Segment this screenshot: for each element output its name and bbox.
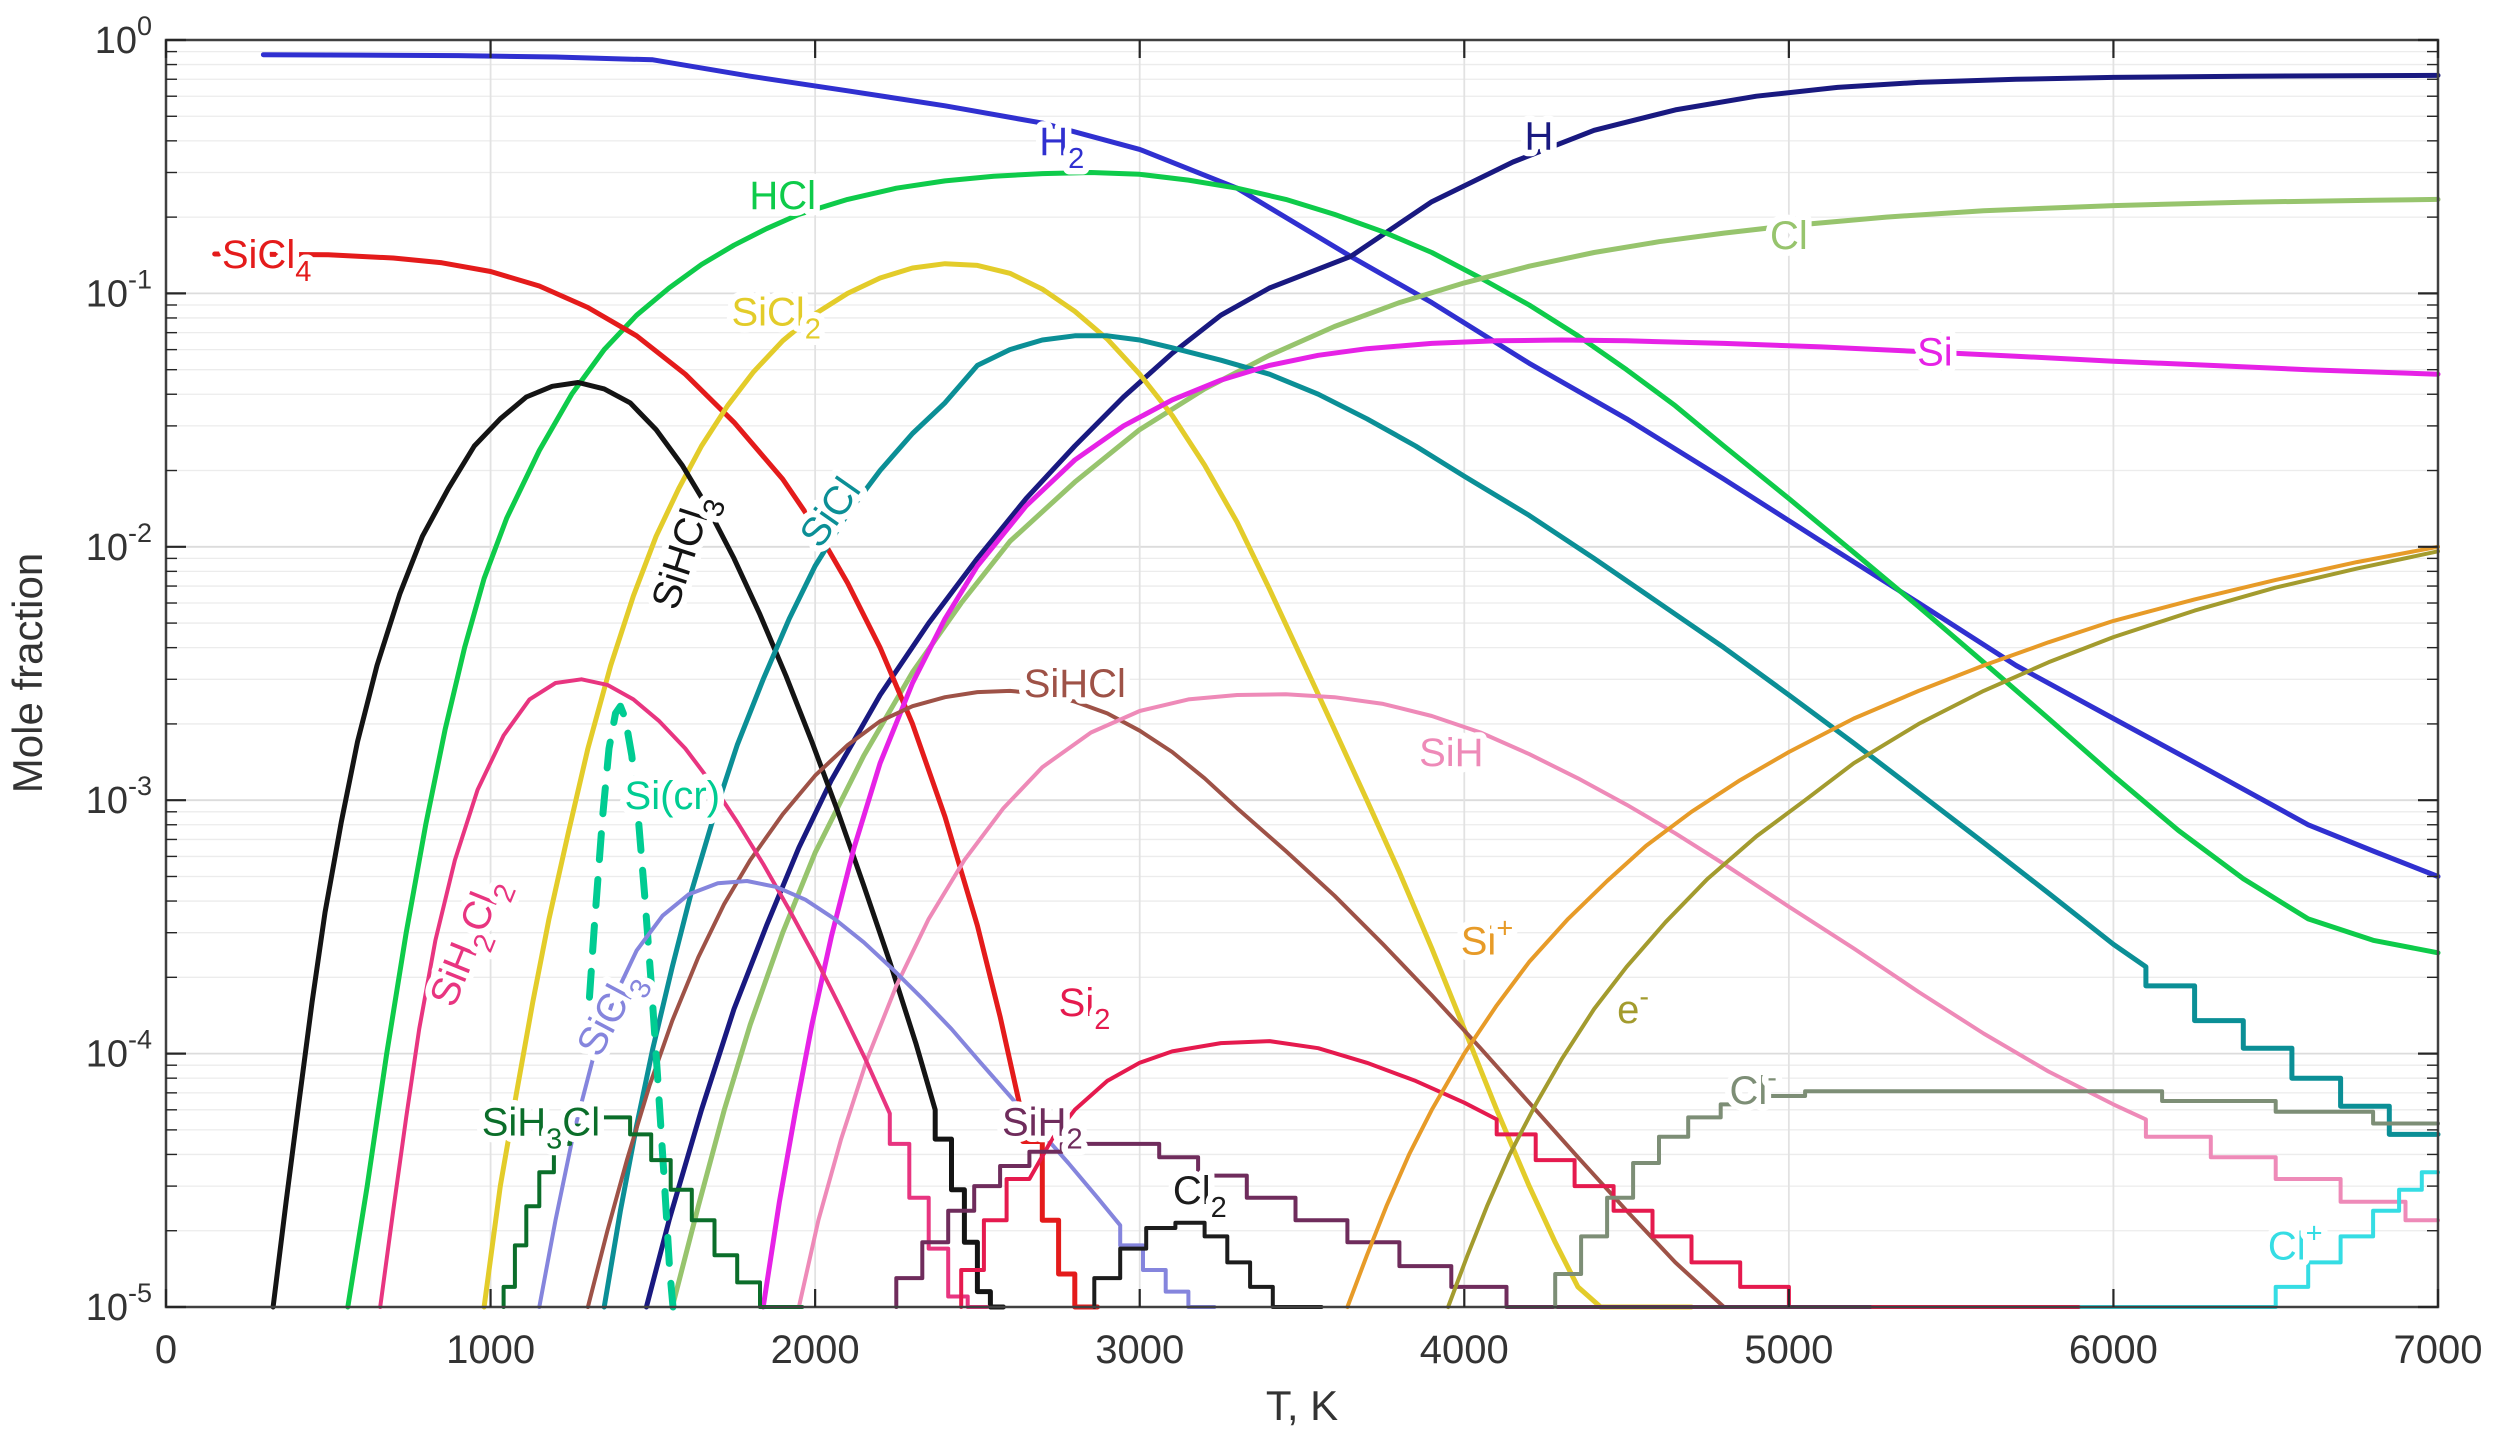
- curve-clminus: [1553, 1089, 2440, 1309]
- curve-cl2: [1092, 1220, 1324, 1309]
- chart-generated-content: 0 1000 2000 3000 4000 5000 6000 7000 100 10-1 10-2…: [86, 11, 2483, 1372]
- series-label-si2: Si2: [1059, 981, 1111, 1036]
- x-tick-label-6000: 6000: [2069, 1328, 2158, 1372]
- curve-h: [643, 72, 2441, 1310]
- plot-area: [166, 40, 2438, 1307]
- curve-cl: [669, 196, 2441, 1310]
- curve-sicl: [601, 333, 2441, 1310]
- x-tick-label-1000: 1000: [446, 1328, 535, 1372]
- series-label-si: Si: [1917, 331, 1953, 375]
- curve-siplus: [1345, 544, 2440, 1309]
- series-label-h: H: [1524, 115, 1553, 159]
- x-axis-label: T, K: [1266, 1382, 1338, 1429]
- x-tick-label-0: 0: [155, 1328, 177, 1372]
- series-label-sihcl: SiHCl: [1024, 662, 1126, 706]
- curve-sicl2: [481, 261, 1694, 1310]
- curve-h2: [260, 52, 2441, 879]
- series-label-sicr: Si(cr): [625, 774, 721, 818]
- y-axis-label: Mole fraction: [4, 553, 51, 793]
- curve-sicr: [582, 702, 677, 1311]
- series-label-cl: Cl: [1770, 214, 1808, 258]
- x-tick-label-3000: 3000: [1095, 1328, 1184, 1372]
- curve-sihcl: [585, 688, 1775, 1309]
- x-tick-label-4000: 4000: [1420, 1328, 1509, 1372]
- curve-sihcl3: [270, 380, 1006, 1310]
- series-label-sih: SiH: [1419, 731, 1483, 775]
- curve-si: [760, 337, 2441, 1310]
- curve-hcl: [345, 170, 2441, 1310]
- y-tick-label-1e-3: 10-3: [86, 771, 152, 822]
- y-tick-label-1e0: 100: [95, 11, 152, 62]
- plot-border: [164, 38, 2440, 1309]
- y-tick-label-1e-5: 10-5: [86, 1278, 152, 1329]
- curve-sih2: [894, 1141, 1872, 1309]
- curve-eminus: [1446, 549, 2440, 1309]
- curve-sicl3: [537, 879, 1217, 1309]
- x-tick-label-7000: 7000: [2394, 1328, 2483, 1372]
- curve-sih: [796, 692, 2440, 1309]
- y-tick-label-1e-4: 10-4: [86, 1025, 152, 1076]
- y-tick-label-1e-1: 10-1: [86, 264, 152, 315]
- series-label-h2: H2: [1039, 120, 1084, 175]
- curve-sicl4: [212, 251, 1100, 1310]
- y-tick-label-1e-2: 10-2: [86, 518, 152, 569]
- x-tick-label-5000: 5000: [1744, 1328, 1833, 1372]
- curve-sih3cl: [501, 1115, 805, 1309]
- curve-clplus: [2079, 1170, 2440, 1309]
- x-tick-label-2000: 2000: [771, 1328, 860, 1372]
- curve-sih2cl2: [378, 677, 990, 1309]
- curve-si2: [959, 1039, 2126, 1309]
- series-label-hcl: HCl: [749, 174, 816, 218]
